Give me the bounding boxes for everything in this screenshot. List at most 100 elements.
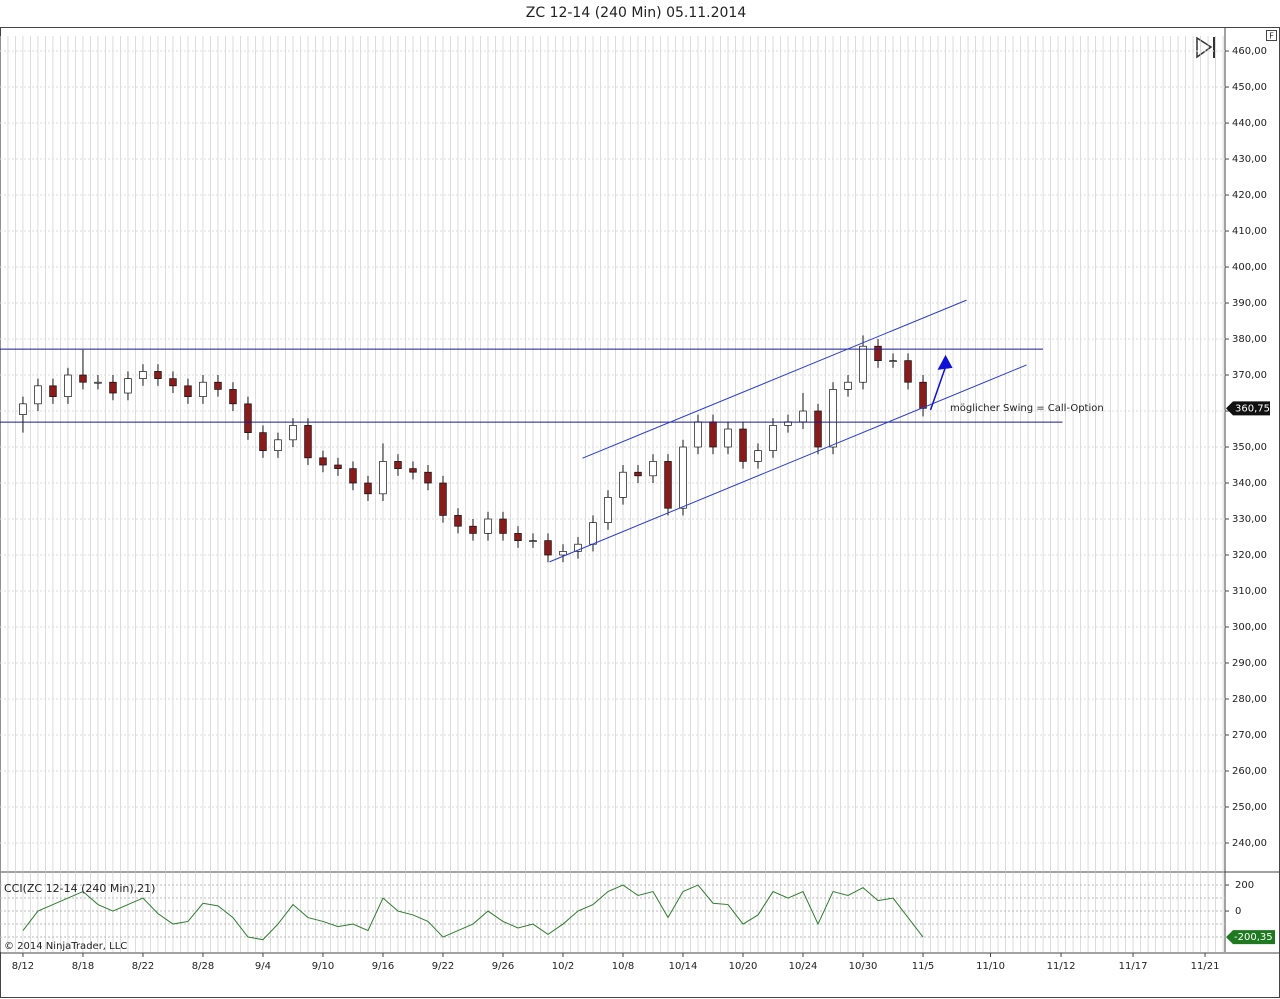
- candle-body: [19, 403, 27, 415]
- arrow-head: [937, 354, 953, 370]
- candle-body: [919, 381, 927, 409]
- candle-body: [424, 471, 432, 484]
- y-tick-label: 240,00: [1232, 838, 1267, 849]
- x-tick-label: 9/4: [255, 961, 271, 972]
- cci-label: CCI(ZC 12-14 (240 Min),21): [4, 882, 155, 895]
- candle-body: [754, 450, 762, 462]
- candle-body: [109, 381, 117, 394]
- marks: [0, 299, 1063, 941]
- candle-body: [829, 389, 837, 448]
- candle-body: [814, 410, 822, 448]
- trend-line: [549, 364, 1027, 563]
- annotation: möglicher Swing = Call-Option: [950, 403, 1104, 414]
- candle-body: [244, 403, 252, 433]
- candle-body: [559, 551, 567, 556]
- candle-body: [79, 374, 87, 383]
- candle-body: [154, 371, 162, 379]
- last-price-marker: [1226, 401, 1270, 416]
- trend-line: [582, 299, 967, 459]
- candle-body: [124, 378, 132, 394]
- candle-body: [94, 381, 102, 384]
- candle-body: [229, 389, 237, 405]
- x-tick-label: 11/12: [1047, 961, 1076, 972]
- candle-body: [304, 425, 312, 459]
- arrow-shaft: [929, 366, 947, 411]
- candle-body: [799, 410, 807, 423]
- candle-body: [589, 522, 597, 545]
- chart-title: ZC 12-14 (240 Min) 05.11.2014: [526, 5, 747, 21]
- candle-body: [529, 540, 537, 542]
- candle-body: [679, 446, 687, 509]
- candle-body: [544, 540, 552, 556]
- y-tick-label: 450,00: [1232, 82, 1267, 93]
- x-tick-label: 10/20: [729, 961, 758, 972]
- candle-body: [844, 381, 852, 390]
- x-tick-label: 10/2: [552, 961, 574, 972]
- cci-last-marker: [1226, 930, 1275, 945]
- y-tick-label: 350,00: [1232, 442, 1267, 453]
- x-tick-label: 10/14: [669, 961, 698, 972]
- candle-body: [139, 371, 147, 379]
- x-tick-label: 11/17: [1119, 961, 1148, 972]
- x-tick-label: 10/24: [789, 961, 818, 972]
- y-tick-label: 250,00: [1232, 802, 1267, 813]
- candle-body: [319, 457, 327, 466]
- candle-body: [904, 360, 912, 383]
- candle-body: [769, 425, 777, 451]
- x-tick-label: 8/28: [192, 961, 214, 972]
- last-price-label: 360,75: [1235, 403, 1270, 414]
- candle-body: [739, 428, 747, 462]
- f-button[interactable]: [1266, 30, 1277, 41]
- y-tick-label: 330,00: [1232, 514, 1267, 525]
- x-tick-label: 9/16: [372, 961, 394, 972]
- candle-body: [334, 464, 342, 469]
- candle-body: [259, 432, 267, 451]
- y-tick-label: 430,00: [1232, 154, 1267, 165]
- candle-body: [199, 381, 207, 397]
- candle-body: [604, 497, 612, 523]
- candle-body: [499, 518, 507, 534]
- candle-body: [574, 543, 582, 552]
- play-icon[interactable]: [1196, 36, 1215, 59]
- candle-body: [439, 482, 447, 516]
- y-tick-label: 380,00: [1232, 334, 1267, 345]
- candle-body: [889, 360, 897, 362]
- candle-body: [634, 471, 642, 477]
- candle-body: [469, 525, 477, 534]
- candle-body: [274, 439, 282, 451]
- y-tick-label: 320,00: [1232, 550, 1267, 561]
- y-tick-label: 420,00: [1232, 190, 1267, 201]
- cci-tick-label: 200: [1235, 880, 1254, 891]
- x-tick-label: 10/30: [849, 961, 878, 972]
- candle-body: [694, 421, 702, 448]
- candle-body: [34, 385, 42, 405]
- candle-body: [649, 461, 657, 477]
- candle-body: [289, 425, 297, 441]
- y-tick-label: 310,00: [1232, 586, 1267, 597]
- y-tick-label: 300,00: [1232, 622, 1267, 633]
- y-tick-label: 460,00: [1232, 46, 1267, 57]
- x-tick-label: 11/21: [1191, 961, 1220, 972]
- y-tick-label: 400,00: [1232, 262, 1267, 273]
- candle-body: [484, 518, 492, 534]
- grid: [0, 36, 1225, 952]
- candle-body: [214, 381, 222, 390]
- candle-body: [664, 461, 672, 509]
- candle-body: [709, 421, 717, 448]
- x-tick-label: 10/8: [612, 961, 634, 972]
- x-tick-label: 8/18: [72, 961, 94, 972]
- x-tick-label: 11/10: [976, 961, 1005, 972]
- y-tick-label: 440,00: [1232, 118, 1267, 129]
- candle-body: [379, 461, 387, 495]
- play-triangle: [1196, 36, 1213, 59]
- x-tick-label: 9/22: [432, 961, 454, 972]
- cci-last-label: -200,35: [1234, 932, 1273, 943]
- candle-body: [169, 378, 177, 387]
- candle-body: [184, 385, 192, 397]
- candle-body: [724, 428, 732, 448]
- cci-line: [22, 884, 924, 941]
- x-tick-label: 9/10: [312, 961, 334, 972]
- candle-body: [454, 515, 462, 527]
